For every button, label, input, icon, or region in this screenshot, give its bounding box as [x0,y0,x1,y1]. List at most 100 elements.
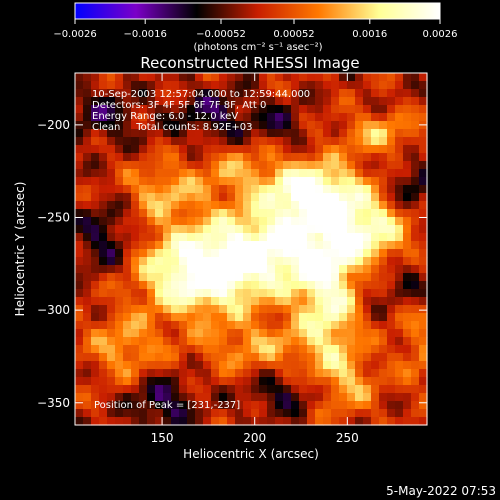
heatmap-cell [355,113,364,122]
heatmap-cell [307,89,316,98]
heatmap-cell [163,401,172,410]
heatmap-cell [371,193,380,202]
heatmap-cell [211,281,220,290]
heatmap-cell [331,353,340,362]
heatmap-cell [331,313,340,322]
heatmap-cell [203,185,212,194]
heatmap-cell [291,249,300,258]
heatmap-cell [243,81,252,90]
heatmap-cell [155,129,164,138]
heatmap-cell [363,201,372,210]
heatmap-cell [171,393,180,402]
heatmap-cell [147,137,156,146]
heatmap-cell [179,217,188,226]
heatmap-cell [251,89,260,98]
heatmap-cell [147,321,156,330]
heatmap-cell [331,105,340,114]
heatmap-cell [219,161,228,170]
heatmap-cell [299,97,308,106]
heatmap-cell [195,137,204,146]
heatmap-cell [267,121,276,130]
heatmap-cell [155,121,164,130]
heatmap-cell [331,281,340,290]
heatmap-cell [259,377,268,386]
heatmap-cell [155,105,164,114]
heatmap-cell [235,345,244,354]
heatmap-cell [91,353,100,362]
heatmap-cell [267,321,276,330]
heatmap-cell [195,89,204,98]
heatmap-cell [211,401,220,410]
heatmap-cell [147,305,156,314]
heatmap-cell [315,249,324,258]
colorbar-tick-label: −0.0016 [124,29,167,40]
x-tick-label: 150 [151,431,174,445]
heatmap-cell [395,137,404,146]
heatmap-cell [363,161,372,170]
heatmap-cell [323,417,332,426]
heatmap-cell [315,81,324,90]
heatmap-cell [379,257,388,266]
heatmap-cell [155,201,164,210]
heatmap-cell [371,121,380,130]
heatmap-cell [219,153,228,162]
heatmap-cell [267,81,276,90]
heatmap-cell [147,409,156,418]
heatmap-cell [219,209,228,218]
heatmap-cell [323,113,332,122]
heatmap-cell [227,305,236,314]
heatmap-cell [115,233,124,242]
heatmap-cell [227,129,236,138]
heatmap-cell [411,89,420,98]
heatmap-cell [179,329,188,338]
heatmap-cell [251,233,260,242]
heatmap-cell [139,113,148,122]
heatmap-cell [91,385,100,394]
heatmap-cell [411,137,420,146]
heatmap-cell [219,385,228,394]
heatmap-cell [131,409,140,418]
heatmap-cell [419,361,428,370]
heatmap-cell [251,297,260,306]
y-axis-label: Heliocentric Y (arcsec) [13,182,27,317]
heatmap-cell [291,353,300,362]
heatmap-cell [163,241,172,250]
heatmap-cell [395,369,404,378]
heatmap-cell [339,297,348,306]
heatmap-cell [315,89,324,98]
heatmap-cell [211,241,220,250]
heatmap-cell [283,105,292,114]
heatmap-cell [275,393,284,402]
heatmap-cell [211,289,220,298]
heatmap-cell [163,377,172,386]
heatmap-cell [155,353,164,362]
heatmap-cell [155,73,164,82]
heatmap-cell [243,345,252,354]
heatmap-cell [323,401,332,410]
heatmap-cell [179,353,188,362]
heatmap-cell [355,257,364,266]
heatmap-cell [347,337,356,346]
heatmap-cell [163,105,172,114]
heatmap-cell [107,265,116,274]
heatmap-cell [235,97,244,106]
heatmap-cell [283,73,292,82]
heatmap-cell [235,257,244,266]
heatmap-cell [331,337,340,346]
heatmap-cell [411,209,420,218]
heatmap-cell [323,257,332,266]
heatmap-cell [251,289,260,298]
heatmap-cell [131,417,140,426]
heatmap-cell [171,345,180,354]
heatmap-cell [155,281,164,290]
heatmap-cell [83,209,92,218]
heatmap-cell [155,89,164,98]
heatmap-cell [267,353,276,362]
heatmap-cell [331,161,340,170]
heatmap-cell [131,249,140,258]
heatmap-cell [331,81,340,90]
heatmap-cell [195,81,204,90]
heatmap-cell [243,201,252,210]
heatmap-cell [331,345,340,354]
heatmap-cell [387,105,396,114]
